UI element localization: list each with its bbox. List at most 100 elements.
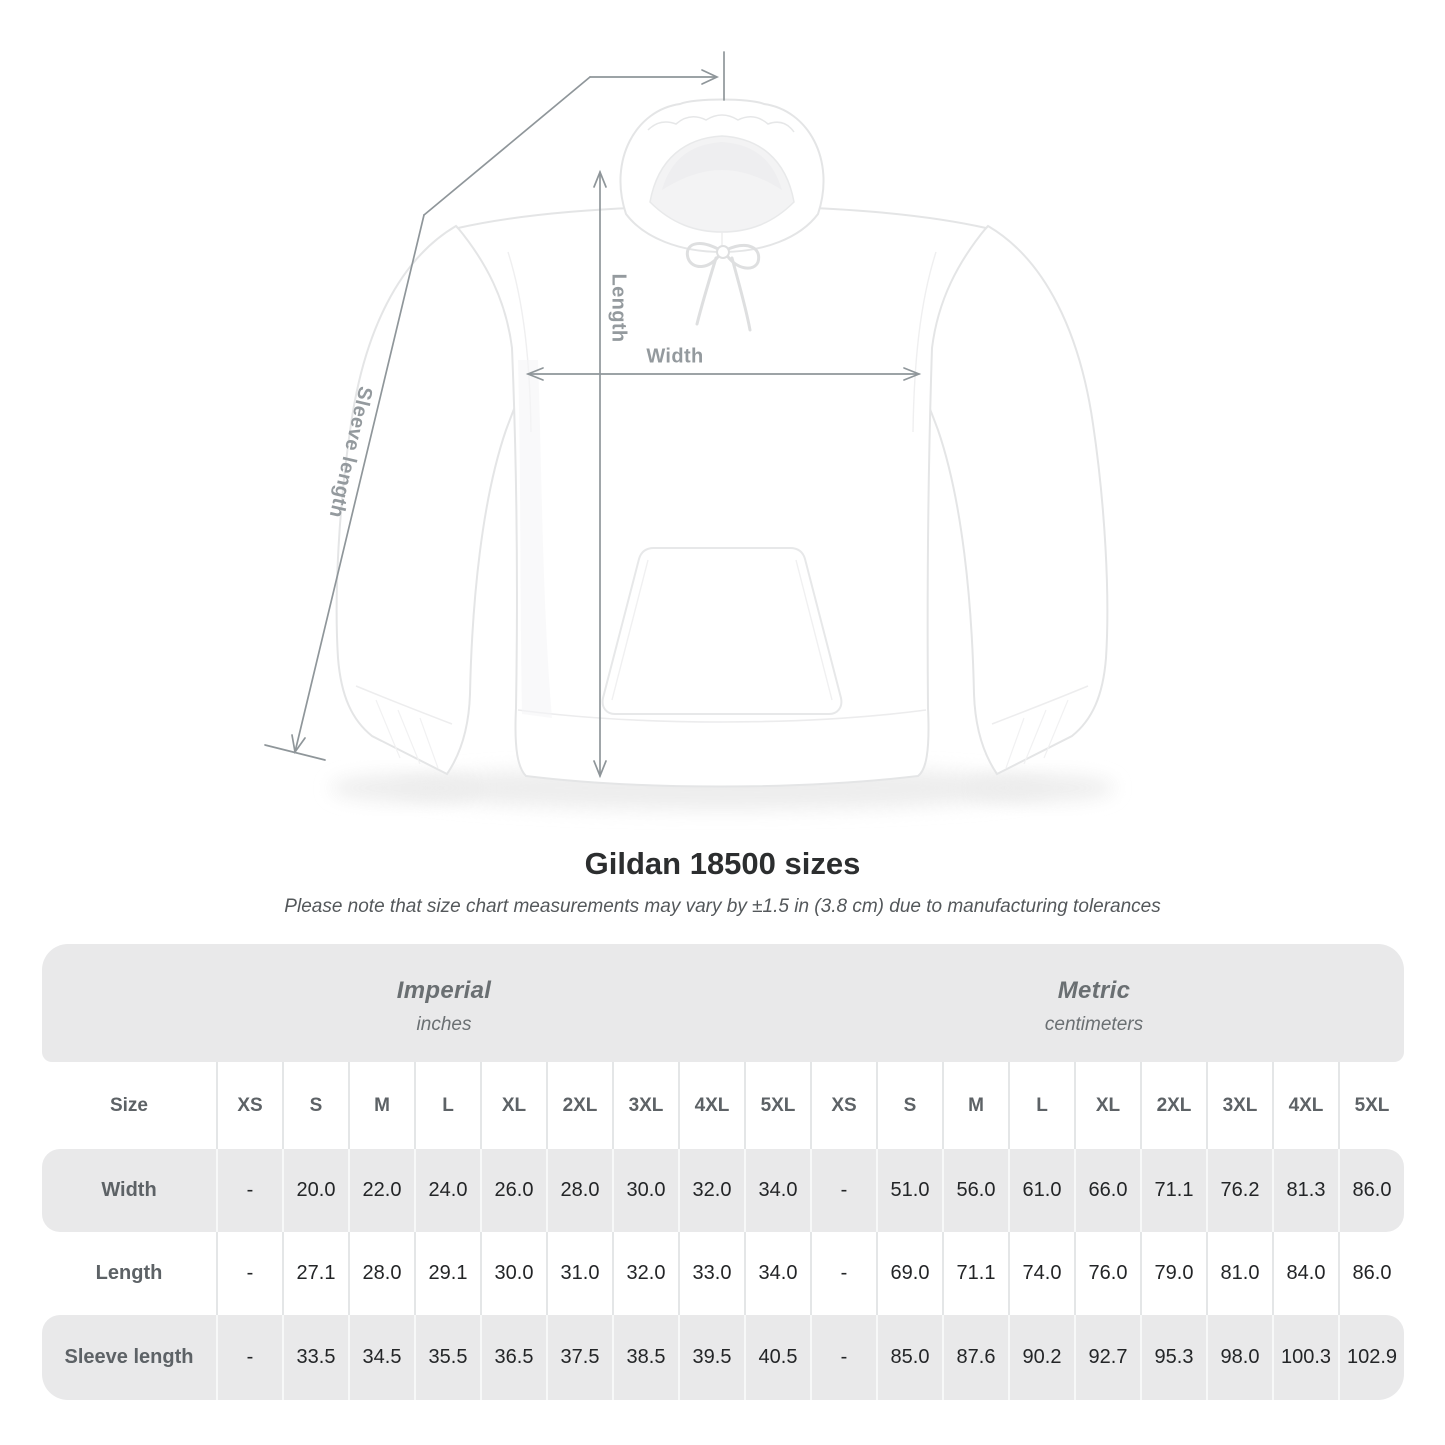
table-cell: 81.3	[1272, 1149, 1338, 1232]
col-header-metric-4xl: 4XL	[1272, 1062, 1338, 1149]
table-cell: 32.0	[612, 1232, 678, 1315]
table-cell: 76.2	[1206, 1149, 1272, 1232]
col-header-metric-2xl: 2XL	[1140, 1062, 1206, 1149]
table-cell: 86.0	[1338, 1232, 1404, 1315]
measurement-diagram: Length Width Sleeve length	[264, 51, 1115, 810]
col-header-metric-5xl: 5XL	[1338, 1062, 1404, 1149]
width-arrowhead-right	[903, 367, 922, 381]
table-cell: 100.3	[1272, 1315, 1338, 1400]
table-cell: 61.0	[1008, 1149, 1074, 1232]
table-cell: 30.0	[612, 1149, 678, 1232]
table-cell: 28.0	[348, 1232, 414, 1315]
col-header-imperial-3xl: 3XL	[612, 1062, 678, 1149]
table-cell: 74.0	[1008, 1232, 1074, 1315]
table-cell: -	[216, 1315, 282, 1400]
table-cell: 76.0	[1074, 1232, 1140, 1315]
col-header-metric-3xl: 3XL	[1206, 1062, 1272, 1149]
col-header-imperial-s: S	[282, 1062, 348, 1149]
body-panel	[456, 204, 988, 788]
table-cell: 33.0	[678, 1232, 744, 1315]
size-header-row: Size XS S M L XL 2XL 3XL 4XL 5XL XS S M …	[42, 1062, 1404, 1149]
table-cell: 85.0	[876, 1315, 942, 1400]
table-cell: 32.0	[678, 1149, 744, 1232]
table-cell: 31.0	[546, 1232, 612, 1315]
table-cell: 35.5	[414, 1315, 480, 1400]
table-cell: 39.5	[678, 1315, 744, 1400]
hood	[619, 98, 825, 254]
kangaroo-pocket	[601, 547, 843, 715]
table-cell: 92.7	[1074, 1315, 1140, 1400]
table-cell: -	[810, 1149, 876, 1232]
table-cell: 102.9	[1338, 1315, 1404, 1400]
drawstring-bow	[685, 242, 761, 332]
table-cell: 30.0	[480, 1232, 546, 1315]
table-cell: 69.0	[876, 1232, 942, 1315]
table-row-width: Width - 20.0 22.0 24.0 26.0 28.0 30.0 32…	[42, 1149, 1404, 1232]
table-cell: -	[216, 1149, 282, 1232]
col-header-imperial-m: M	[348, 1062, 414, 1149]
col-header-imperial-xl: XL	[480, 1062, 546, 1149]
table-cell: 86.0	[1338, 1149, 1404, 1232]
hoodie-illustration	[264, 51, 1115, 810]
table-cell: 28.0	[546, 1149, 612, 1232]
col-header-imperial-4xl: 4XL	[678, 1062, 744, 1149]
table-cell: 20.0	[282, 1149, 348, 1232]
table-cell: 24.0	[414, 1149, 480, 1232]
col-header-metric-l: L	[1008, 1062, 1074, 1149]
metric-group-unit: centimeters	[1044, 1013, 1144, 1035]
table-cell: 40.5	[744, 1315, 810, 1400]
col-header-imperial-5xl: 5XL	[744, 1062, 810, 1149]
table-cell: -	[216, 1232, 282, 1315]
table-cell: 22.0	[348, 1149, 414, 1232]
table-cell: 71.1	[1140, 1149, 1206, 1232]
col-header-imperial-l: L	[414, 1062, 480, 1149]
table-cell: 81.0	[1206, 1232, 1272, 1315]
table-cell: -	[810, 1232, 876, 1315]
col-header-metric-s: S	[876, 1062, 942, 1149]
table-cell: 95.3	[1140, 1315, 1206, 1400]
table-cell: 98.0	[1206, 1315, 1272, 1400]
col-header-metric-xs: XS	[810, 1062, 876, 1149]
table-row-sleeve-length: Sleeve length - 33.5 34.5 35.5 36.5 37.5…	[42, 1315, 1404, 1400]
width-arrowhead-left	[525, 367, 544, 381]
col-header-metric-xl: XL	[1074, 1062, 1140, 1149]
table-cell: 29.1	[414, 1232, 480, 1315]
row-label-sleeve-length: Sleeve length	[64, 1346, 194, 1368]
table-cell: 87.6	[942, 1315, 1008, 1400]
table-cell: 37.5	[546, 1315, 612, 1400]
table-cell: 26.0	[480, 1149, 546, 1232]
col-header-imperial-xs: XS	[216, 1062, 282, 1149]
table-cell: 51.0	[876, 1149, 942, 1232]
length-arrowhead-top	[593, 169, 607, 188]
table-cell: 34.0	[744, 1149, 810, 1232]
table-row-length: Length - 27.1 28.0 29.1 30.0 31.0 32.0 3…	[42, 1232, 1404, 1315]
metric-group-header: Metric centimeters	[797, 944, 1391, 1062]
metric-group-label: Metric	[1057, 976, 1131, 1004]
row-label-length: Length	[95, 1262, 163, 1284]
col-header-imperial-2xl: 2XL	[546, 1062, 612, 1149]
row-label-width: Width	[101, 1179, 157, 1201]
imperial-group-header: Imperial inches	[60, 944, 828, 1062]
col-header-metric-m: M	[942, 1062, 1008, 1149]
sleeve-end-tick	[264, 744, 326, 761]
width-label: Width	[646, 345, 704, 368]
table-cell: 79.0	[1140, 1232, 1206, 1315]
table-cell: 27.1	[282, 1232, 348, 1315]
table-cell: 36.5	[480, 1315, 546, 1400]
imperial-group-label: Imperial	[396, 976, 492, 1004]
length-arrowhead-bottom	[593, 760, 607, 779]
table-cell: 71.1	[942, 1232, 1008, 1315]
sleeve-arrow-diagonal-lower	[294, 214, 425, 753]
imperial-group-unit: inches	[416, 1013, 472, 1035]
table-cell: 84.0	[1272, 1232, 1338, 1315]
measurement-arrows	[264, 51, 922, 779]
length-label: Length	[607, 273, 630, 343]
size-table: Imperial inches Metric centimeters Size …	[42, 944, 1404, 1400]
tolerance-note: Please note that size chart measurements…	[284, 896, 1161, 917]
table-cell: -	[810, 1315, 876, 1400]
unit-group-band: Imperial inches Metric centimeters	[42, 944, 1404, 1062]
table-cell: 56.0	[942, 1149, 1008, 1232]
sleeve-arrowhead-right	[701, 69, 720, 85]
page-title: Gildan 18500 sizes	[584, 846, 861, 881]
